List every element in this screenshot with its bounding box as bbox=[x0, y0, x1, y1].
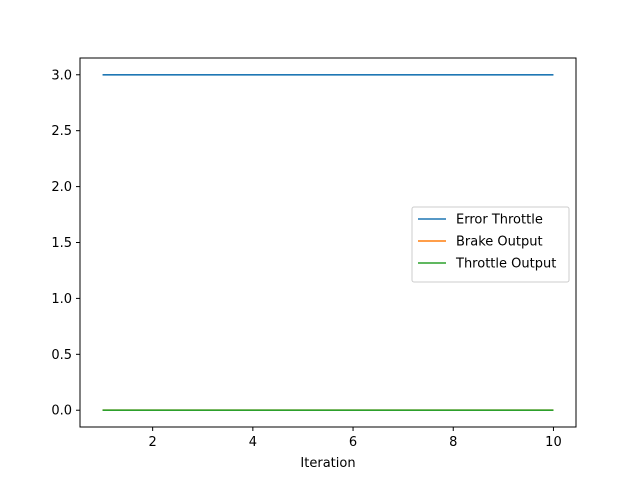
y-tick-label: 1.5 bbox=[51, 236, 72, 251]
y-tick-label: 1.0 bbox=[51, 292, 72, 307]
x-tick-label: 10 bbox=[545, 435, 562, 450]
legend-entry: Error Throttle bbox=[456, 213, 543, 228]
series-layer bbox=[102, 73, 554, 412]
x-tick-label: 4 bbox=[249, 435, 257, 450]
x-tick-label: 2 bbox=[149, 435, 157, 450]
legend: Error Throttle Brake Output Throttle Outpu… bbox=[411, 206, 570, 283]
x-axis-ticks: 2 4 6 8 10 bbox=[149, 427, 562, 450]
y-tick-label: 2.5 bbox=[51, 124, 72, 139]
legend-entry: Brake Output bbox=[456, 235, 543, 250]
y-tick-label: 0.5 bbox=[51, 348, 72, 363]
y-tick-label: 2.0 bbox=[51, 180, 72, 195]
x-tick-label: 8 bbox=[449, 435, 457, 450]
y-axis-ticks: 0.0 0.5 1.0 1.5 2.0 2.5 3.0 bbox=[51, 68, 80, 419]
legend-box bbox=[411, 206, 570, 283]
legend-entry: Throttle Output bbox=[455, 257, 556, 272]
x-axis-label: Iteration bbox=[300, 456, 355, 471]
y-tick-label: 3.0 bbox=[51, 68, 72, 83]
y-tick-label: 0.0 bbox=[51, 404, 72, 419]
x-tick-label: 6 bbox=[349, 435, 357, 450]
